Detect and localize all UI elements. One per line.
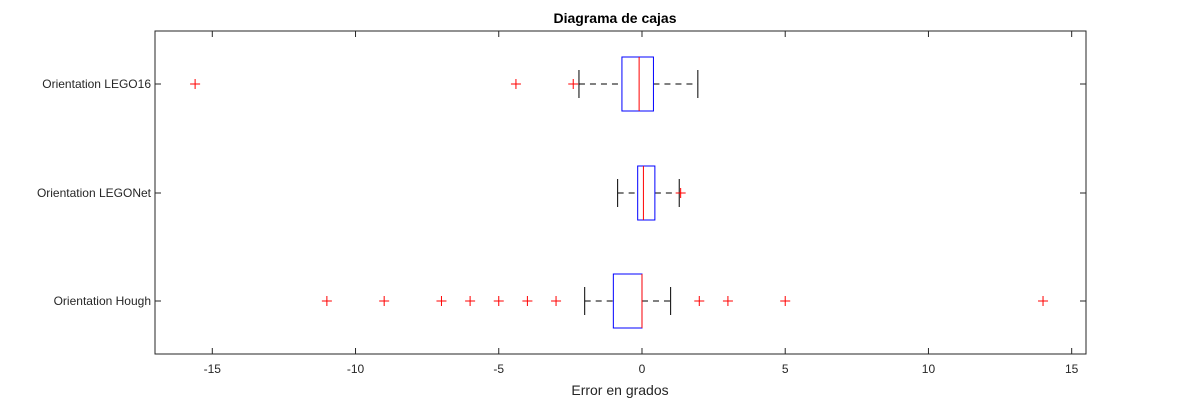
box — [637, 165, 656, 221]
outlier-point — [522, 296, 533, 306]
category-label: Orientation LEGO16 — [42, 77, 151, 91]
box — [621, 56, 654, 112]
outlier-point — [675, 188, 686, 198]
outlier-point — [493, 296, 504, 306]
box — [612, 273, 643, 329]
x-tick-label: 5 — [782, 362, 789, 376]
x-tick-label: -10 — [347, 362, 365, 376]
outlier-point — [780, 296, 791, 306]
outlier-point — [722, 296, 733, 306]
outlier-point — [321, 296, 332, 306]
outlier-point — [1038, 296, 1049, 306]
x-axis-label: Error en grados — [571, 382, 668, 398]
x-tick-label: 10 — [922, 362, 936, 376]
x-tick-label: -5 — [493, 362, 504, 376]
x-tick-label: -15 — [204, 362, 222, 376]
outlier-point — [379, 296, 390, 306]
plot-area: -15 -10 -5 0 5 10 15 Orientation LEGO16 Orientat… — [37, 30, 1087, 376]
outlier-point — [568, 79, 579, 89]
x-tick-label: 0 — [639, 362, 646, 376]
outlier-point — [465, 296, 476, 306]
outlier-point — [190, 79, 201, 89]
chart-title: Diagrama de cajas — [554, 10, 677, 26]
category-label: Orientation LEGONet — [37, 186, 152, 200]
x-tick-label: 15 — [1065, 362, 1079, 376]
outlier-point — [436, 296, 447, 306]
outlier-point — [510, 79, 521, 89]
outlier-point — [694, 296, 705, 306]
category-label: Orientation Hough — [54, 294, 151, 308]
outlier-point — [551, 296, 562, 306]
